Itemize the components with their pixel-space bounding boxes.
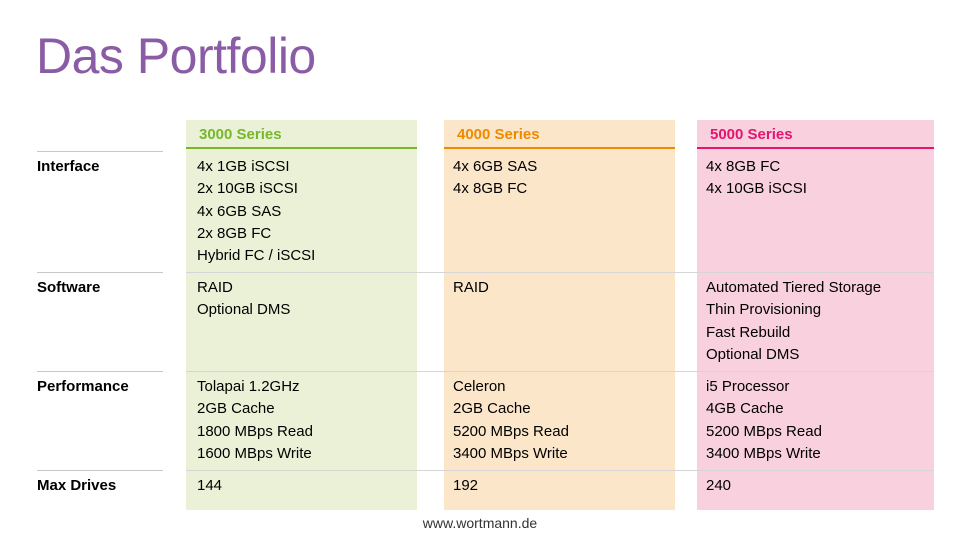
row-divider: [186, 272, 934, 273]
row-label-interface: Interface: [37, 158, 100, 175]
row-divider: [186, 371, 934, 372]
header-3000-series: 3000 Series: [186, 120, 417, 149]
row-label-software: Software: [37, 279, 101, 296]
column-3000-background: [186, 120, 417, 510]
header-4000-series: 4000 Series: [444, 120, 675, 149]
row-label-performance: Performance: [37, 378, 129, 395]
row-label-max-drives: Max Drives: [37, 477, 117, 494]
cell-interface-5000: 4x 8GB FC 4x 10GB iSCSI: [706, 158, 807, 198]
cell-performance-4000: Celeron 2GB Cache 5200 MBps Read 3400 MB…: [453, 378, 569, 462]
header-5000-series: 5000 Series: [697, 120, 934, 149]
cell-software-5000: Automated Tiered Storage Thin Provisioni…: [706, 279, 882, 363]
page-title: Das Portfolio: [36, 28, 316, 84]
cell-max-drives-3000: 144: [197, 477, 223, 494]
row-divider: [37, 151, 163, 152]
row-divider: [37, 272, 163, 273]
cell-software-3000: RAID Optional DMS: [197, 279, 291, 319]
cell-performance-3000: Tolapai 1.2GHz 2GB Cache 1800 MBps Read …: [197, 378, 313, 462]
cell-max-drives-4000: 192: [453, 477, 479, 494]
row-divider: [37, 470, 163, 471]
row-divider: [186, 470, 934, 471]
column-4000-background: [444, 120, 675, 510]
row-divider: [37, 371, 163, 372]
cell-software-4000: RAID: [453, 279, 489, 296]
cell-interface-4000: 4x 6GB SAS 4x 8GB FC: [453, 158, 538, 198]
cell-max-drives-5000: 240: [706, 477, 732, 494]
column-5000-background: [697, 120, 934, 510]
cell-performance-5000: i5 Processor 4GB Cache 5200 MBps Read 34…: [706, 378, 822, 462]
cell-interface-3000: 4x 1GB iSCSI 2x 10GB iSCSI 4x 6GB SAS 2x…: [197, 158, 316, 265]
footer-url: www.wortmann.de: [422, 515, 538, 531]
